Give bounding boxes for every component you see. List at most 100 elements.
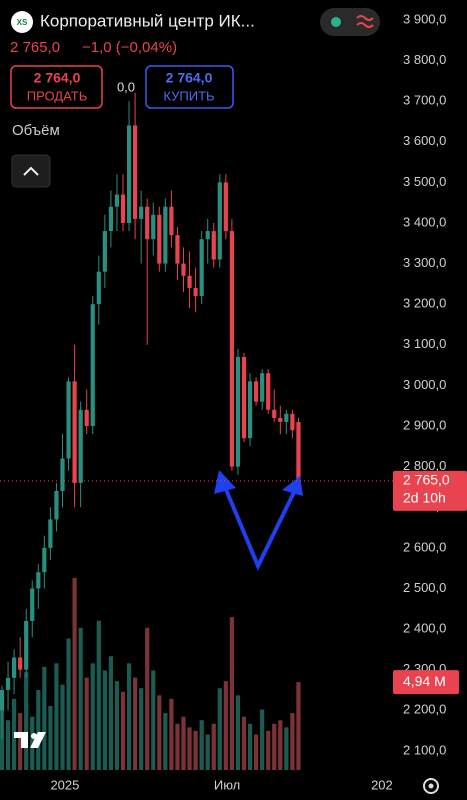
buy-button[interactable] bbox=[145, 65, 234, 109]
y-tick-label: 2 100,0 bbox=[403, 742, 446, 757]
annotation-arrows bbox=[220, 478, 299, 571]
volume-bar bbox=[296, 682, 301, 770]
candle-body bbox=[72, 381, 77, 483]
y-tick-label: 2 200,0 bbox=[403, 702, 446, 717]
volume-bar bbox=[229, 617, 234, 770]
candle-body bbox=[90, 304, 95, 427]
volume-bar bbox=[84, 677, 89, 770]
volume-bar bbox=[235, 695, 241, 770]
toggle[interactable] bbox=[320, 8, 380, 36]
plot bbox=[0, 93, 301, 770]
x-tick-label: Июл bbox=[214, 777, 240, 792]
candle-body bbox=[247, 381, 253, 439]
volume-bar bbox=[266, 730, 271, 770]
volume-label: 4,94 M bbox=[403, 673, 446, 689]
candle-body bbox=[151, 214, 156, 240]
candle-body bbox=[229, 231, 234, 467]
candle-body bbox=[133, 125, 138, 219]
candle-body bbox=[187, 275, 192, 288]
candle-body bbox=[66, 381, 71, 459]
candle-body bbox=[157, 214, 162, 264]
settings-icon[interactable] bbox=[423, 778, 439, 794]
candle-body bbox=[42, 547, 47, 573]
candle-body bbox=[163, 206, 168, 264]
volume-bar bbox=[102, 670, 107, 770]
sell-button[interactable] bbox=[10, 65, 103, 109]
logo bbox=[14, 732, 46, 748]
candle-body bbox=[181, 263, 186, 276]
last-price-box bbox=[393, 470, 467, 511]
candle-body bbox=[260, 373, 265, 402]
volume-bar bbox=[18, 713, 23, 770]
collapse-button[interactable] bbox=[11, 154, 51, 188]
volume-bar bbox=[120, 691, 126, 770]
candle-body bbox=[102, 231, 107, 272]
title: Корпоративный центр ИК... bbox=[40, 11, 255, 30]
volume-bar bbox=[151, 670, 156, 770]
arrowhead bbox=[282, 476, 303, 496]
volume-bar bbox=[139, 688, 144, 770]
last-price-label: 2 765,0 bbox=[403, 472, 450, 488]
volume-bar bbox=[169, 698, 174, 770]
candle-body bbox=[272, 409, 277, 418]
candle-body bbox=[84, 409, 89, 427]
y-tick-label: 3 900,0 bbox=[403, 11, 446, 26]
y-tick-label: 3 600,0 bbox=[403, 133, 446, 148]
volume-bar bbox=[278, 720, 283, 770]
volume-bar bbox=[247, 723, 253, 770]
volume-bar bbox=[223, 681, 228, 770]
arrow-lines bbox=[220, 478, 299, 571]
symbol-icon bbox=[11, 11, 33, 33]
y-tick-label: 2 600,0 bbox=[403, 539, 446, 554]
volume-bar bbox=[163, 713, 168, 770]
candle-body bbox=[0, 689, 5, 711]
candle-body bbox=[139, 206, 144, 219]
volume-bar bbox=[199, 720, 204, 770]
volume-bar bbox=[42, 666, 47, 770]
volume-bar bbox=[181, 716, 186, 770]
volume-label-box bbox=[393, 670, 459, 695]
volume-bar bbox=[133, 677, 138, 770]
candle-body bbox=[284, 413, 289, 422]
y-tick-label: 3 500,0 bbox=[403, 174, 446, 189]
candle-body bbox=[175, 235, 180, 264]
candle-body bbox=[235, 356, 241, 467]
volume-bar bbox=[72, 578, 77, 770]
sell-label: ПРОДАТЬ bbox=[27, 88, 88, 103]
volume-bar bbox=[30, 716, 35, 770]
candle-body bbox=[96, 271, 101, 305]
candle-body bbox=[217, 182, 222, 260]
volume-bar bbox=[78, 627, 83, 770]
candle-body bbox=[24, 620, 29, 670]
volume-bar bbox=[290, 713, 295, 770]
candle-body bbox=[199, 239, 204, 297]
volume-bar bbox=[114, 681, 120, 770]
volume-bar bbox=[66, 638, 71, 770]
candle-body bbox=[223, 182, 228, 232]
volume-bar bbox=[260, 709, 265, 770]
volume-bar bbox=[5, 720, 11, 770]
logo-dot bbox=[31, 733, 37, 739]
y-tick-label: 3 700,0 bbox=[403, 93, 446, 108]
spread: 0,0 bbox=[117, 79, 135, 94]
volume-bar bbox=[211, 723, 216, 770]
y-tick-label: 2 400,0 bbox=[403, 621, 446, 636]
candle-body bbox=[114, 194, 120, 207]
buy-label: КУПИТЬ bbox=[163, 88, 214, 103]
volume-title: Объём bbox=[12, 122, 60, 139]
volume-bar bbox=[175, 723, 180, 770]
y-tick-label: 2 500,0 bbox=[403, 580, 446, 595]
candle-body bbox=[54, 490, 59, 520]
y-tick-label: 3 800,0 bbox=[403, 52, 446, 67]
candle-body bbox=[290, 413, 295, 431]
volume-bar bbox=[205, 734, 210, 770]
candle-body bbox=[36, 572, 41, 589]
sell-price: 2 764,0 bbox=[34, 70, 81, 86]
candle-body bbox=[169, 206, 174, 236]
candle-body bbox=[5, 677, 11, 690]
candle-body bbox=[241, 356, 247, 439]
volume-bar bbox=[48, 706, 53, 770]
volume-bar bbox=[157, 695, 162, 770]
symbol-icon-text: XS bbox=[17, 18, 28, 27]
